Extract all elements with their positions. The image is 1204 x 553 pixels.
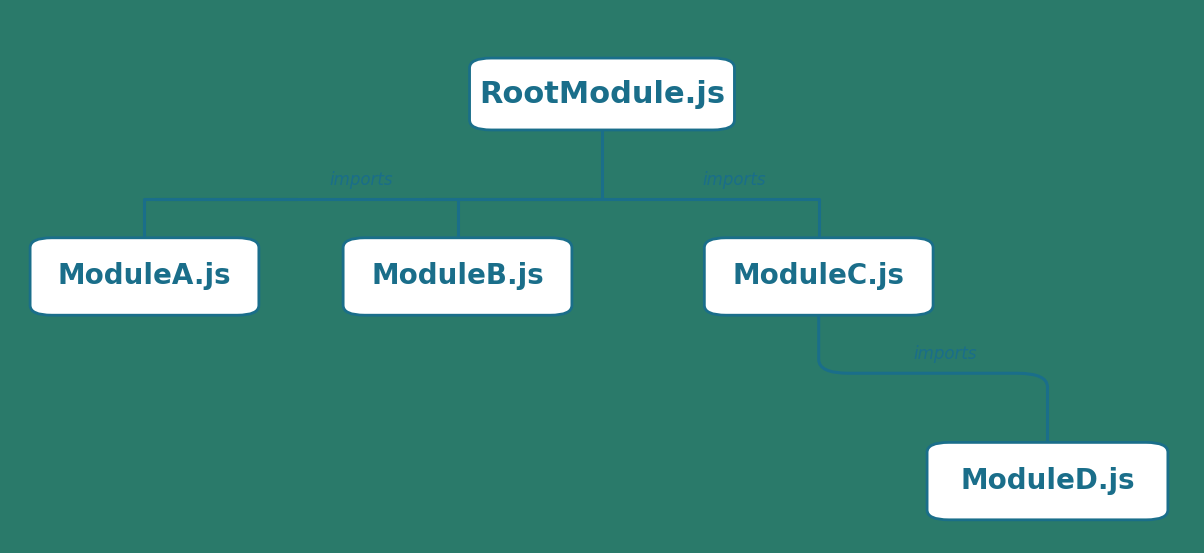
Text: ModuleA.js: ModuleA.js xyxy=(58,263,231,290)
Text: RootModule.js: RootModule.js xyxy=(479,80,725,108)
FancyBboxPatch shape xyxy=(927,442,1168,520)
Text: imports: imports xyxy=(703,171,766,189)
Text: ModuleC.js: ModuleC.js xyxy=(733,263,904,290)
FancyBboxPatch shape xyxy=(343,238,572,315)
Text: ModuleB.js: ModuleB.js xyxy=(371,263,544,290)
Text: ModuleD.js: ModuleD.js xyxy=(960,467,1135,495)
FancyBboxPatch shape xyxy=(470,58,734,130)
FancyBboxPatch shape xyxy=(30,238,259,315)
Text: imports: imports xyxy=(330,171,393,189)
Text: imports: imports xyxy=(914,345,976,363)
FancyBboxPatch shape xyxy=(704,238,933,315)
